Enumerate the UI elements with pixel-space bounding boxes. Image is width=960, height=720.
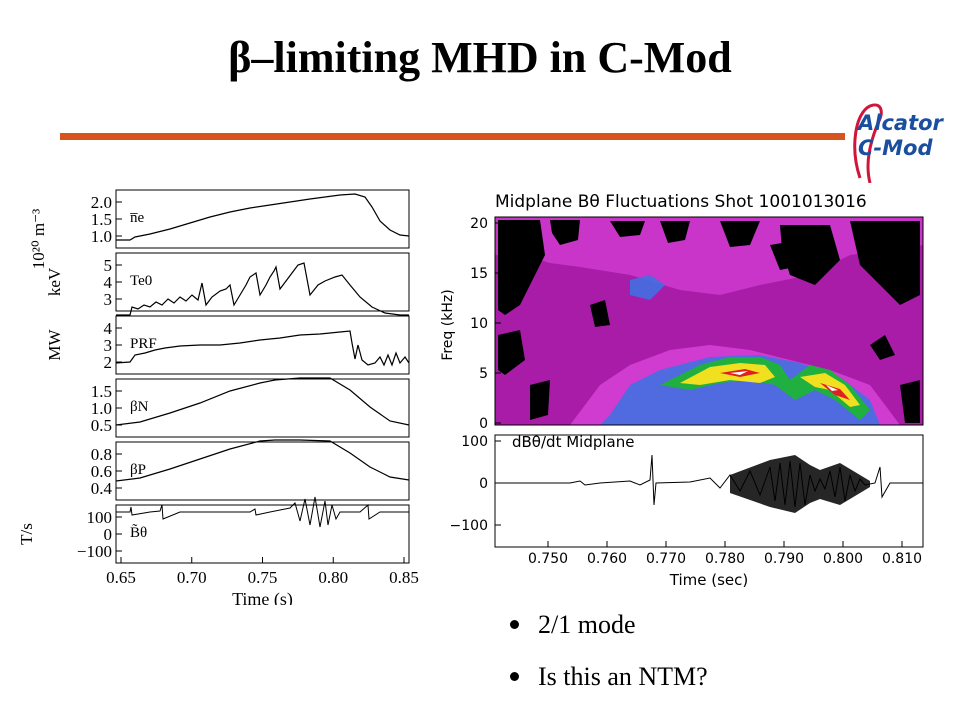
y-tick-label: 100: [87, 508, 113, 527]
freq-axis-label: Freq (kHz): [440, 289, 456, 360]
panel-frame: [115, 441, 410, 501]
waveform-label: dBθ/dt Midplane: [512, 433, 634, 451]
y-tick-label: 4: [104, 273, 113, 292]
freq-tick-label: 15: [470, 266, 488, 282]
y-tick-label: 0.8: [91, 445, 112, 464]
betap-trace: [115, 439, 410, 482]
y-tick-label: 1.0: [91, 399, 112, 418]
bullet-dot-icon: [510, 672, 519, 681]
y-tick-label: 1.5: [91, 210, 112, 229]
y-tick-label: 0.4: [91, 479, 113, 498]
time-tick-label: 0.760: [587, 551, 627, 567]
panel-frame: [115, 189, 410, 249]
freq-tick-label: 20: [470, 216, 488, 232]
betan-trace: [115, 377, 410, 426]
time-tick-label: 0.770: [646, 551, 686, 567]
x-tick-label: 0.70: [177, 568, 207, 587]
y-tick-label: 3: [104, 290, 113, 309]
bullet-item: Is this an NTM?: [508, 655, 928, 707]
time-axis-label: Time (sec): [669, 571, 748, 589]
title-underline: [60, 133, 845, 140]
spectrogram-title: Midplane Bθ Fluctuations Shot 1001013016: [495, 192, 867, 212]
y-tick-label: 1.0: [91, 227, 112, 246]
panel-frame: [115, 315, 410, 375]
te0-trace: [116, 262, 409, 316]
panel-tag-betaN: βN: [130, 399, 149, 415]
x-axis-label: Time (s): [232, 589, 293, 605]
panel-tag-PRF: PRF: [130, 336, 157, 352]
freq-tick-label: 10: [470, 316, 488, 332]
x-tick-label: 0.85: [389, 568, 419, 587]
panel-tag-ne: n̅e: [130, 210, 145, 226]
panel-ylabel-Te0: keV: [45, 267, 64, 296]
y-tick-label: 0.6: [91, 462, 112, 481]
panel-tag-betaP: βP: [130, 462, 146, 478]
y-tick-label: 4: [104, 319, 113, 338]
panel-ylabel-Btheta: T/s: [20, 523, 36, 545]
alcator-cmod-logo: Alcator C-Mod: [853, 103, 945, 183]
x-tick-label: 0.75: [248, 568, 278, 587]
y-tick-label: 2: [104, 353, 113, 372]
spectrogram-image: [494, 216, 924, 426]
btheta-trace: [116, 496, 409, 528]
y-tick-label: 0: [104, 525, 113, 544]
y-tick-label: 2.0: [91, 193, 112, 212]
y-tick-label: −100: [77, 542, 112, 561]
y-tick-label: 5: [104, 256, 113, 275]
waveform-tick-label: −100: [450, 518, 488, 534]
panel-ylabel-ne: 10²⁰ m⁻³: [29, 209, 48, 269]
ne-trace: [116, 193, 410, 241]
waveform-tick-label: 100: [461, 434, 488, 450]
bullet-item: 2/1 mode: [508, 603, 928, 655]
time-tick-label: 0.800: [823, 551, 863, 567]
logo-line1: Alcator: [856, 111, 945, 135]
panel-frame: [115, 252, 410, 312]
time-tick-label: 0.780: [705, 551, 745, 567]
freq-tick-label: 5: [479, 366, 488, 382]
panel-frame: [115, 378, 410, 438]
panel-tag-Btheta: B̃θ: [130, 524, 147, 541]
logo-line2: C-Mod: [858, 136, 933, 160]
prf-trace: [115, 330, 410, 367]
time-tick-label: 0.750: [528, 551, 568, 567]
waveform-panel: dBθ/dt Midplane: [494, 433, 924, 548]
bullet-dot-icon: [510, 620, 519, 629]
y-tick-label: 3: [104, 336, 113, 355]
x-tick-label: 0.65: [106, 568, 136, 587]
panel-tag-Te0: Te0: [130, 273, 152, 289]
spectrogram-figure: Midplane Bθ Fluctuations Shot 1001013016…: [440, 192, 924, 589]
y-tick-label: 0.5: [91, 416, 112, 435]
slide-title: β–limiting MHD in C-Mod: [228, 33, 732, 82]
time-tick-label: 0.810: [882, 551, 922, 567]
bullet-text: 2/1 mode: [538, 610, 636, 639]
y-tick-label: 1.5: [91, 382, 112, 401]
waveform-tick-label: 0: [479, 476, 488, 492]
freq-tick-label: 0: [479, 416, 488, 432]
bullet-list: 2/1 mode Is this an NTM?: [508, 603, 928, 707]
x-tick-label: 0.80: [318, 568, 348, 587]
panel-ylabel-PRF: MW: [45, 328, 64, 360]
time-tick-label: 0.790: [764, 551, 804, 567]
bullet-text: Is this an NTM?: [538, 662, 708, 691]
